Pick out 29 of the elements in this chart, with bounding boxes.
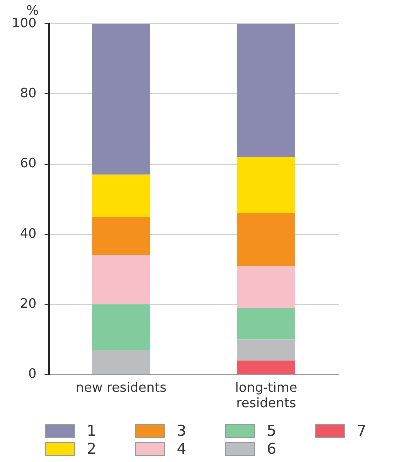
y-tick-label: 20 bbox=[20, 297, 37, 312]
bar bbox=[237, 24, 296, 158]
y-axis-title: % bbox=[26, 4, 39, 19]
bar bbox=[92, 174, 150, 217]
legend-label: 3 bbox=[177, 422, 187, 440]
legend-label: 6 bbox=[267, 440, 277, 458]
bar bbox=[237, 360, 296, 374]
bar bbox=[92, 304, 150, 350]
y-tick-label: 0 bbox=[28, 367, 37, 382]
bar bbox=[237, 340, 296, 361]
bar bbox=[92, 24, 150, 175]
legend-label: 4 bbox=[177, 440, 187, 458]
bar bbox=[92, 256, 150, 305]
bar bbox=[237, 308, 296, 340]
legend-label: 2 bbox=[87, 440, 97, 458]
bar bbox=[237, 266, 296, 308]
y-tick-label: 100 bbox=[12, 16, 37, 32]
bar bbox=[237, 157, 296, 214]
x-tick-label: new residents bbox=[76, 380, 167, 396]
y-tick-label: 80 bbox=[20, 86, 37, 102]
legend-label: 7 bbox=[357, 422, 367, 440]
bar bbox=[92, 216, 150, 256]
x-tick-label: long-time residents bbox=[235, 380, 298, 412]
bar bbox=[92, 350, 150, 374]
legend-label: 1 bbox=[87, 422, 97, 440]
y-tick-label: 60 bbox=[20, 156, 37, 172]
legend-label: 5 bbox=[267, 422, 277, 440]
y-tick-label: 40 bbox=[20, 226, 37, 242]
bar bbox=[237, 213, 296, 266]
